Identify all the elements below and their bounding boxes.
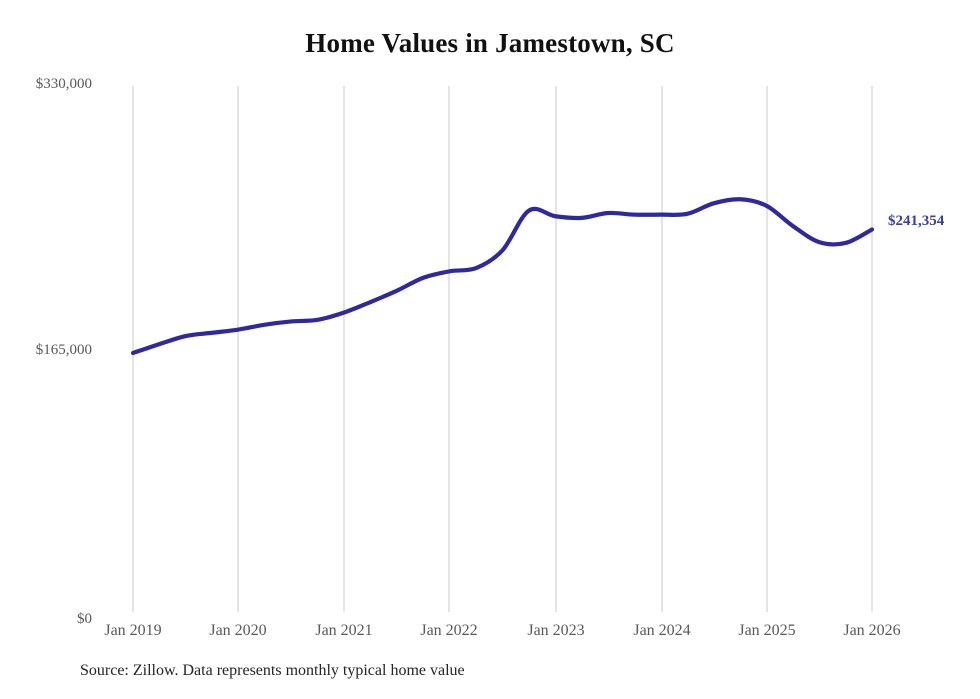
x-axis-tick-label-jan-2019: Jan 2019: [104, 622, 162, 639]
x-axis-tick-label-jan-2020: Jan 2020: [209, 622, 267, 639]
gridlines: [132, 86, 873, 612]
x-axis-tick-label-jan-2024: Jan 2024: [633, 622, 691, 639]
chart-title: Home Values in Jamestown, SC: [305, 28, 675, 58]
x-axis-tick-label-jan-2021: Jan 2021: [315, 622, 373, 639]
x-axis-tick-label-jan-2025: Jan 2025: [738, 622, 796, 639]
x-axis-tick-label-jan-2023: Jan 2023: [527, 622, 585, 639]
end-value-label: $241,354: [888, 213, 945, 229]
y-axis-tick-label-165000: $165,000: [35, 342, 92, 358]
source-note: Source: Zillow. Data represents monthly …: [80, 662, 465, 679]
y-axis-tick-label-330000: $330,000: [35, 76, 92, 92]
y-axis-tick-label-0: $0: [77, 611, 92, 627]
x-axis-tick-label-jan-2022: Jan 2022: [420, 622, 478, 639]
series-line-typical-home-value: [130, 197, 875, 356]
x-axis-tick-label-jan-2026: Jan 2026: [843, 622, 901, 639]
